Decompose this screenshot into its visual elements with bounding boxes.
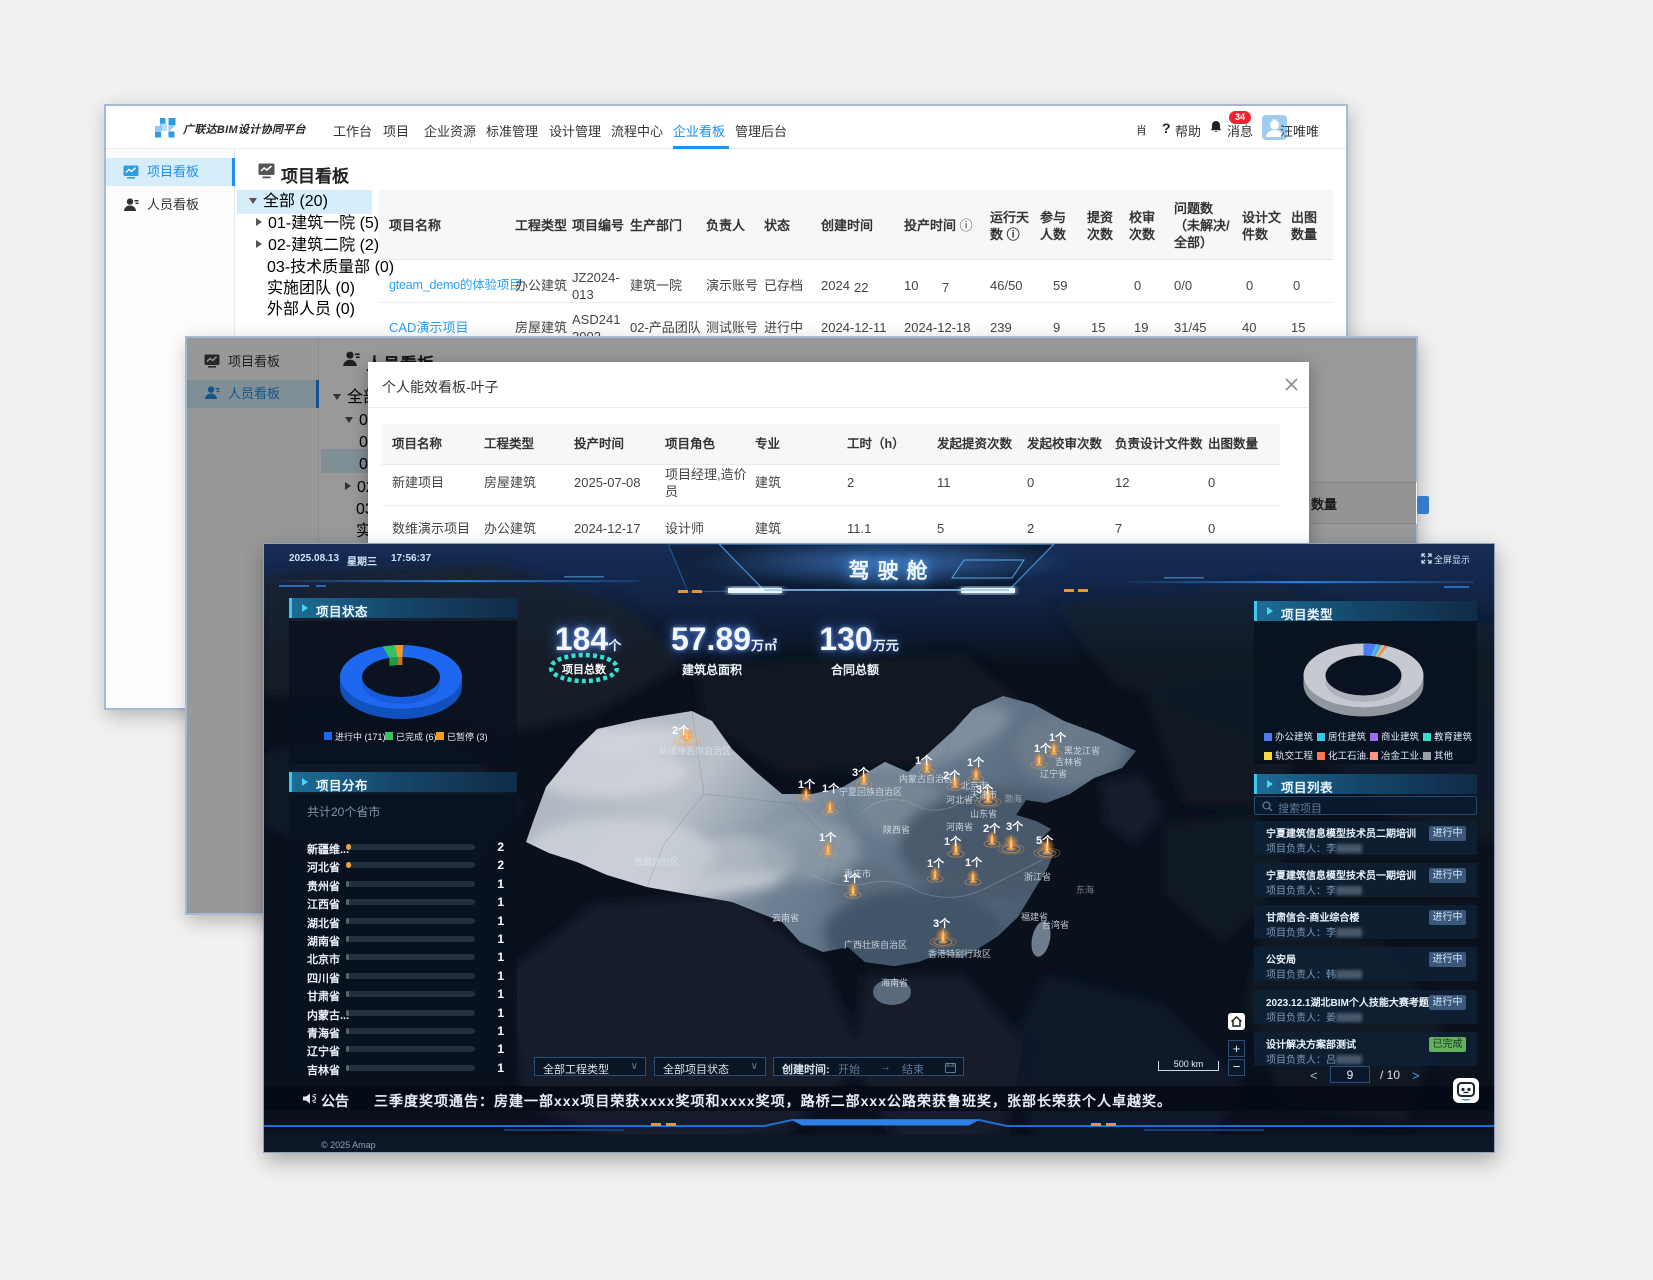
svg-text:吉林省: 吉林省 [1055,756,1082,767]
svg-text:广西壮族自治区: 广西壮族自治区 [844,939,907,950]
svg-text:辽宁省: 辽宁省 [1040,768,1067,779]
svg-text:渤海: 渤海 [1004,793,1022,804]
svg-text:1个: 1个 [965,855,983,869]
svg-text:福建省: 福建省 [1021,911,1048,922]
svg-text:2个: 2个 [943,768,961,782]
svg-text:海南省: 海南省 [881,977,908,988]
svg-text:1个: 1个 [1034,741,1052,755]
svg-text:重庆市: 重庆市 [844,868,871,879]
svg-text:3个: 3个 [1006,819,1024,833]
svg-text:2个: 2个 [983,821,1001,835]
svg-text:1个: 1个 [944,834,962,848]
svg-text:陕西省: 陕西省 [883,824,910,835]
svg-text:1个: 1个 [822,781,840,795]
svg-text:河北省: 河北省 [946,794,973,805]
svg-text:1个: 1个 [967,755,985,769]
svg-text:3个: 3个 [933,916,951,930]
svg-text:西藏自治区: 西藏自治区 [634,856,679,867]
svg-text:3个: 3个 [852,765,870,779]
svg-text:1个: 1个 [915,753,933,767]
svg-text:1个: 1个 [798,777,816,791]
svg-text:1个: 1个 [1049,730,1067,744]
svg-text:新疆维吾尔自治区: 新疆维吾尔自治区 [659,745,731,756]
svg-text:河南省: 河南省 [946,821,973,832]
svg-text:内蒙古自治区: 内蒙古自治区 [899,773,953,784]
svg-text:云南省: 云南省 [772,912,799,923]
svg-text:3个: 3个 [976,782,994,796]
svg-text:香港特别行政区: 香港特别行政区 [928,948,991,959]
svg-text:黑龙江省: 黑龙江省 [1064,745,1100,756]
svg-text:东海: 东海 [1076,884,1094,895]
svg-text:浙江省: 浙江省 [1024,871,1051,882]
svg-text:1个: 1个 [927,856,945,870]
svg-text:台湾省: 台湾省 [1042,919,1069,930]
svg-text:1个: 1个 [843,871,861,885]
svg-text:5个: 5个 [1036,833,1054,847]
svg-text:1个: 1个 [819,830,837,844]
svg-text:天津市: 天津市 [970,789,997,800]
svg-text:山东省: 山东省 [970,808,997,819]
svg-text:宁夏回族自治区: 宁夏回族自治区 [839,786,902,797]
svg-text:北京市: 北京市 [961,780,988,791]
svg-text:2个: 2个 [672,723,690,737]
